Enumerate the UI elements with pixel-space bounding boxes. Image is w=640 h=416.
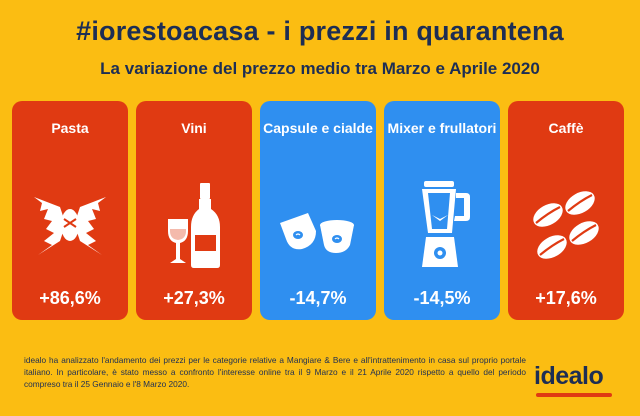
coffee-beans-icon: [533, 191, 599, 259]
card-value: +27,3%: [163, 288, 225, 308]
card-value: +17,6%: [535, 288, 597, 308]
card-mixer: Mixer e frullatori -14,5%: [384, 101, 500, 320]
card-caffe: Caffè +17,6%: [508, 101, 624, 320]
card-capsule: Capsule e cialde -14,7%: [260, 101, 376, 320]
card-value: +86,6%: [39, 288, 101, 308]
card-label: Vini: [181, 120, 207, 136]
card-label: Capsule e cialde: [263, 120, 373, 136]
pasta-farfalle-icon: [34, 197, 106, 255]
card-label: Mixer e frullatori: [387, 120, 497, 136]
card-value: -14,5%: [413, 288, 471, 308]
wine-bottle-icon: [168, 183, 220, 268]
card-label: Caffè: [548, 120, 584, 136]
logo-underline: [536, 393, 612, 397]
coffee-capsule-icon: [280, 213, 354, 253]
page-subtitle: La variazione del prezzo medio tra Marzo…: [100, 59, 540, 78]
idealo-logo: idealo: [534, 362, 604, 390]
blender-icon: [422, 181, 470, 267]
footer-note: idealo ha analizzato l'andamento dei pre…: [24, 355, 526, 389]
page-title: #iorestoacasa - i prezzi in quarantena: [76, 16, 564, 46]
card-label: Pasta: [51, 120, 89, 136]
card-value: -14,7%: [289, 288, 347, 308]
card-pasta: Pasta +86,6%: [12, 101, 128, 320]
card-vini: Vini +27,3%: [136, 101, 252, 320]
